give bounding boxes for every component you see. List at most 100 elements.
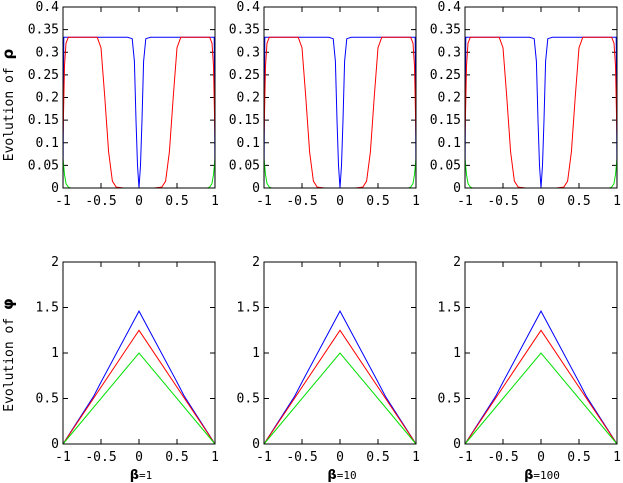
x-tick-label: 0.5 <box>165 194 188 209</box>
y-tick-label: 0.2 <box>438 91 461 106</box>
y-tick-label: 1 <box>453 346 461 361</box>
plot-frame <box>464 6 618 189</box>
y-tick-label: 0.4 <box>36 0 60 15</box>
row-label-phi-symbol: φ <box>0 298 17 310</box>
y-tick-label: 0.25 <box>28 68 59 83</box>
x-tick-label: 1 <box>613 194 621 209</box>
x-tick-label: -0.5 <box>487 450 518 465</box>
x-tick-label: -0.5 <box>85 450 116 465</box>
x-tick-label: 0 <box>537 194 545 209</box>
y-tick-label: 0.35 <box>229 23 260 38</box>
panel-phi-0: 0 0.5 1 1.5 2 -1 -0.5 0 0.5 1 <box>36 255 219 465</box>
x-tick-label: -0.5 <box>286 194 317 209</box>
x-tick-label: -1 <box>256 194 272 209</box>
x-tick-label: -1 <box>457 450 473 465</box>
row-label-phi-text: Evolution of <box>2 310 17 412</box>
x-tick-label: 1 <box>412 194 420 209</box>
row-label-phi: Evolution of φ <box>0 298 17 411</box>
x-tick-label: 1 <box>412 450 420 465</box>
x-tick-label: 1 <box>211 450 219 465</box>
y-tick-label: 2 <box>252 255 260 270</box>
series-line-red <box>62 36 216 189</box>
y-tick-label: 0.15 <box>229 113 260 128</box>
y-tick-label: 0.3 <box>438 45 461 60</box>
series-line-green <box>263 352 417 445</box>
y-tick-label: 0.2 <box>36 91 59 106</box>
y-tick-label: 2 <box>453 255 461 270</box>
x-tick-label: 0.5 <box>567 194 590 209</box>
y-tick-label: 1.5 <box>237 301 260 316</box>
series-line-blue <box>464 36 618 189</box>
y-tick-label: 0.5 <box>237 392 260 407</box>
x-tick-label: 0.5 <box>366 450 389 465</box>
y-tick-label: 0.35 <box>28 23 59 38</box>
y-tick-label: 0.2 <box>237 91 260 106</box>
series-line-blue <box>263 36 417 189</box>
y-tick-label: 0.3 <box>36 45 59 60</box>
y-tick-label: 1.5 <box>36 301 59 316</box>
column-label-beta-1-value: =1 <box>139 469 152 482</box>
plot-frame <box>263 6 417 189</box>
plot-frame <box>263 261 417 445</box>
series-line-blue <box>263 310 417 445</box>
column-label-beta-10-value: =10 <box>337 469 357 482</box>
y-tick-label: 0 <box>252 437 260 452</box>
column-label-beta-100-value: =100 <box>533 469 560 482</box>
panel-phi-2: 0 0.5 1 1.5 2 -1 -0.5 0 0.5 1 <box>438 255 621 465</box>
panel-phi-1: 0 0.5 1 1.5 2 -1 -0.5 0 0.5 1 <box>237 255 420 465</box>
y-tick-label: 0 <box>453 437 461 452</box>
y-tick-label: 2 <box>51 255 59 270</box>
y-tick-label: 0.05 <box>28 158 59 173</box>
x-tick-label: -1 <box>55 450 71 465</box>
y-tick-label: 0.05 <box>430 158 461 173</box>
y-tick-label: 0.35 <box>430 23 461 38</box>
y-tick-label: 0.5 <box>36 392 59 407</box>
y-tick-label: 0.4 <box>237 0 261 15</box>
y-tick-label: 0 <box>252 181 260 196</box>
x-tick-label: 0.5 <box>366 194 389 209</box>
column-label-beta-100-symbol: β <box>524 468 533 483</box>
column-label-beta-100: β=100 <box>524 468 560 483</box>
x-tick-label: 1 <box>211 194 219 209</box>
series-line-red <box>62 329 216 445</box>
x-tick-label: 0 <box>336 194 344 209</box>
y-tick-label: 1.5 <box>438 301 461 316</box>
y-tick-label: 1 <box>51 346 59 361</box>
x-tick-label: 0 <box>135 194 143 209</box>
x-tick-label: 0.5 <box>567 450 590 465</box>
x-tick-label: -0.5 <box>286 450 317 465</box>
y-tick-label: 0.4 <box>438 0 462 15</box>
panel-rho-1: 0 0.05 0.1 0.15 0.2 0.25 0.3 0.35 0.4 -1 -0.5 0 0.5 1 <box>229 0 420 209</box>
y-tick-label: 0.05 <box>229 158 260 173</box>
x-tick-label: -0.5 <box>487 194 518 209</box>
x-tick-label: -1 <box>457 194 473 209</box>
row-label-rho-text: Evolution of <box>2 60 17 162</box>
y-tick-label: 0.15 <box>430 113 461 128</box>
series-line-blue <box>464 310 618 445</box>
x-tick-label: -0.5 <box>85 194 116 209</box>
x-tick-label: -1 <box>55 194 71 209</box>
column-label-beta-10: β=10 <box>327 468 356 483</box>
y-tick-label: 0.25 <box>229 68 260 83</box>
y-tick-label: 0.25 <box>430 68 461 83</box>
y-tick-label: 0 <box>51 437 59 452</box>
x-tick-label: 0 <box>135 450 143 465</box>
y-tick-label: 0.1 <box>237 136 260 151</box>
plot-frame <box>464 261 618 445</box>
column-label-beta-1: β=1 <box>130 468 153 483</box>
y-tick-label: 0 <box>453 181 461 196</box>
row-label-rho-symbol: ρ <box>0 49 17 60</box>
series-line-green <box>62 352 216 445</box>
y-tick-label: 0.15 <box>28 113 59 128</box>
column-label-beta-10-symbol: β <box>327 468 336 483</box>
x-tick-label: 0 <box>336 450 344 465</box>
x-tick-label: 0.5 <box>165 450 188 465</box>
panel-rho-2: 0 0.05 0.1 0.15 0.2 0.25 0.3 0.35 0.4 -1 -0.5 0 0.5 1 <box>430 0 621 209</box>
series-line-green <box>464 352 618 445</box>
y-tick-label: 0.1 <box>36 136 59 151</box>
row-label-rho: Evolution of ρ <box>0 49 17 162</box>
y-tick-label: 0.5 <box>438 392 461 407</box>
plot-frame <box>62 6 216 189</box>
x-tick-label: 1 <box>613 450 621 465</box>
series-line-red <box>263 329 417 445</box>
